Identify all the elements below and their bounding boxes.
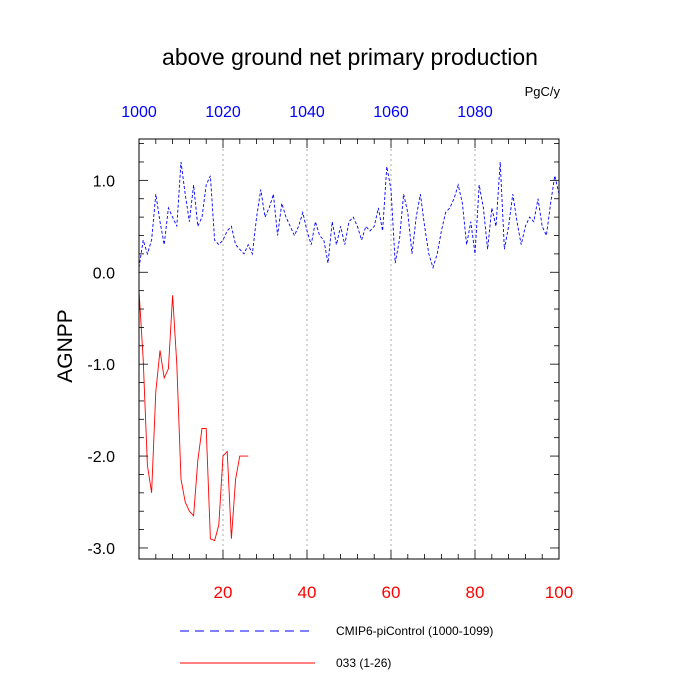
x-bottom-tick-label: 80 [466, 583, 485, 602]
grid-lines [222, 139, 476, 559]
y-tick-label: -2.0 [87, 449, 115, 466]
plot-frame [138, 138, 560, 560]
series-line-1 [138, 290, 249, 542]
axis-ticks [138, 139, 560, 559]
y-tick-label: -1.0 [87, 357, 115, 374]
plot-area [138, 161, 560, 542]
legend-label-033: 033 (1-26) [336, 656, 391, 670]
x-bottom-tick-label: 40 [298, 583, 317, 602]
x-top-tick-label: 1000 [121, 104, 157, 121]
series-line-0 [138, 161, 560, 270]
axis-tick-labels: 20 40 60 80 100 1000 1020 1040 1060 1080 1.0 0.0 -1.… [87, 104, 573, 602]
legend: CMIP6-piControl (1000-1099) 033 (1-26) [180, 624, 493, 670]
units-label: PgC/y [525, 84, 561, 99]
x-bottom-tick-label: 20 [214, 583, 233, 602]
x-bottom-tick-label: 60 [382, 583, 401, 602]
y-tick-label: 1.0 [93, 173, 115, 190]
legend-label-piControl: CMIP6-piControl (1000-1099) [336, 624, 493, 638]
x-top-tick-label: 1080 [457, 104, 493, 121]
y-tick-label: 0.0 [93, 265, 115, 282]
x-top-tick-label: 1060 [373, 104, 409, 121]
x-top-tick-label: 1020 [205, 104, 241, 121]
y-axis-label: AGNPP [54, 309, 77, 383]
x-bottom-tick-label: 100 [545, 583, 573, 602]
x-top-tick-label: 1040 [289, 104, 325, 121]
y-tick-label: -3.0 [87, 541, 115, 558]
chart-title: above ground net primary production [162, 44, 538, 70]
